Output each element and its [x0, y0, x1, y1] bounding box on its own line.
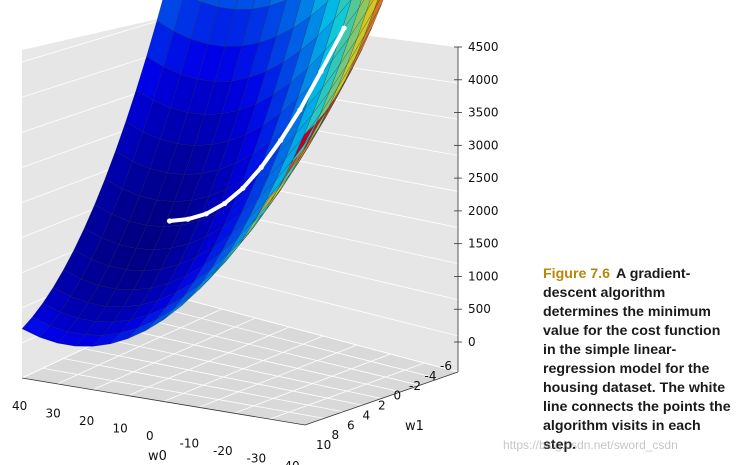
- grid-line: [234, 353, 391, 414]
- w1-tick-label: 10: [316, 438, 331, 452]
- z-tick-label: 3000: [468, 138, 499, 152]
- z-tick-label: 0: [468, 335, 476, 349]
- descent-path-point: [240, 185, 246, 191]
- descent-path-point: [203, 211, 209, 217]
- w1-tick-label: -2: [409, 379, 421, 393]
- z-tick-label: 4500: [468, 40, 499, 54]
- w0-tick-label: 30: [46, 407, 61, 421]
- w1-tick-label: 8: [332, 428, 340, 442]
- z-tick-label: 500: [468, 302, 491, 316]
- w0-axis-line: [21, 377, 306, 426]
- w1-tick-label: 6: [347, 418, 355, 432]
- grid-line: [198, 344, 357, 408]
- w0-axis-label: w0: [148, 449, 167, 464]
- grid-line: [269, 362, 425, 420]
- w0-tick-label: -10: [180, 437, 200, 451]
- w0-tick-label: -20: [213, 444, 233, 458]
- z-tick-label: 2000: [468, 204, 499, 218]
- w0-tick-label: 20: [79, 414, 94, 428]
- descent-path-point: [318, 68, 324, 75]
- descent-path-point: [185, 216, 191, 222]
- grid-line: [187, 299, 459, 373]
- w1-tick-label: 4: [363, 408, 371, 422]
- descent-path: [166, 25, 347, 224]
- descent-path-point: [277, 137, 284, 144]
- descent-path-point: [222, 200, 228, 207]
- z-tick-label: 3500: [468, 106, 499, 120]
- z-tick-label: 1000: [468, 269, 499, 283]
- descent-path-point: [297, 107, 303, 113]
- w1-axis-label: w1: [405, 419, 424, 434]
- descent-path-point: [166, 218, 173, 224]
- z-tick-label: 4000: [468, 73, 499, 87]
- w0-tick-label: 10: [113, 422, 128, 436]
- w0-tick-label: -40: [280, 459, 300, 465]
- descent-path-line: [167, 26, 347, 223]
- surface-patch: [74, 334, 104, 347]
- grid-line: [127, 326, 290, 396]
- grid-line: [163, 335, 324, 402]
- descent-path-point: [341, 25, 347, 31]
- w1-axis-line: [304, 371, 459, 426]
- grid-line: [187, 267, 459, 337]
- figure-caption: Figure 7.6 A gradient-descent algorithm d…: [543, 265, 735, 455]
- z-tick-label: 1500: [468, 237, 499, 251]
- descent-path-point: [258, 164, 264, 170]
- w1-tick-label: 0: [394, 389, 402, 403]
- figure-label: Figure 7.6: [543, 266, 611, 282]
- axes: 0500100015002000250030003500400045004030…: [12, 40, 499, 465]
- w1-tick-label: -6: [440, 359, 452, 373]
- w1-tick-label: 2: [378, 399, 386, 413]
- w0-tick-label: -30: [247, 452, 267, 465]
- z-tick-label: 2500: [468, 171, 499, 185]
- caption-text: A gradient-descent algorithm determines …: [543, 266, 731, 453]
- w0-tick-label: 40: [12, 399, 27, 413]
- grid-line: [57, 308, 222, 385]
- w1-tick-label: -4: [425, 369, 437, 383]
- grid-line: [92, 317, 256, 391]
- watermark: https://blog.csdn.net/sword_csdn: [503, 438, 678, 452]
- w0-tick-label: 0: [146, 429, 154, 443]
